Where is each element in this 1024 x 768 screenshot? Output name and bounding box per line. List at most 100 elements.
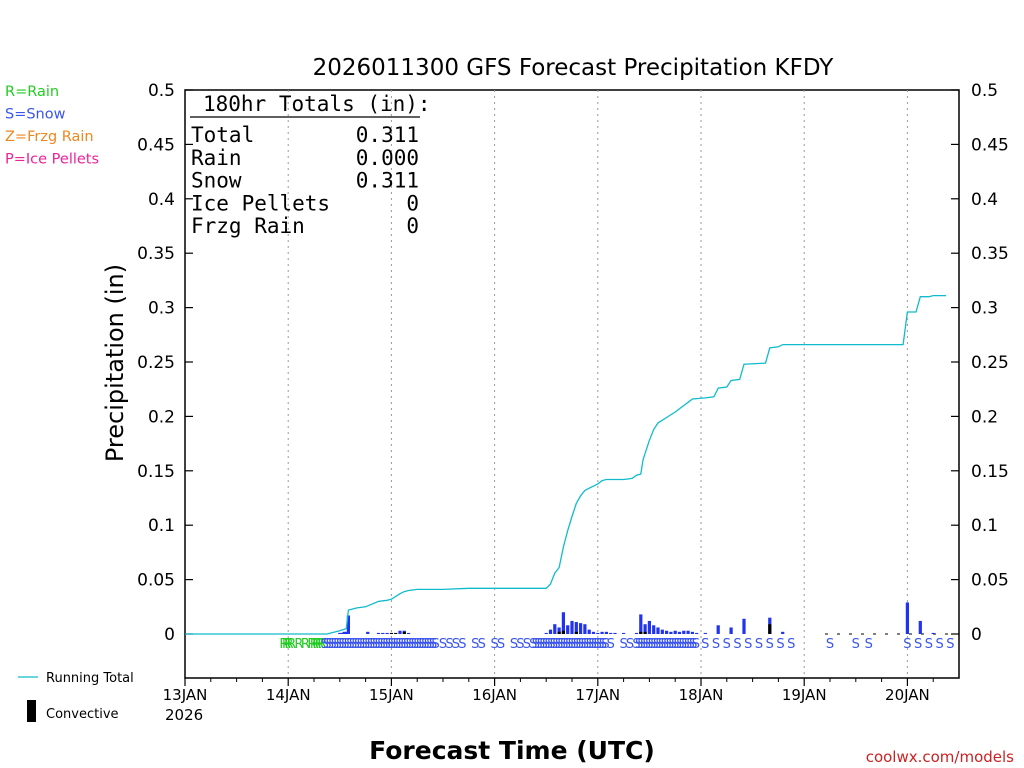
y-tick-label-right: 0 (971, 625, 982, 645)
snow-bar (381, 632, 385, 634)
ptype-mark: S (671, 637, 679, 652)
vertical-gridlines (287, 90, 908, 678)
ptype-mark: S (645, 637, 653, 652)
x-tick-label: 16JAN (472, 686, 517, 704)
snow-bar (385, 632, 389, 634)
snow-bar (406, 632, 411, 634)
ptype-mark: S (946, 637, 954, 652)
ptype-mark: S (607, 637, 615, 652)
ptype-mark: S (321, 637, 329, 652)
totals-heading: 180hr Totals (in): (203, 92, 431, 116)
snow-bar (338, 632, 342, 634)
ptype-mark: S (471, 637, 479, 652)
ptype-mark: S (419, 637, 427, 652)
ptype-mark: S (413, 637, 421, 652)
ptype-mark: S (490, 637, 498, 652)
ptype-mark: S (733, 637, 741, 652)
ptype-mark: S (395, 637, 403, 652)
convective-bar (639, 631, 643, 634)
snow-bar (729, 627, 733, 634)
ptype-mark: S (385, 637, 393, 652)
ptype-mark: R (282, 637, 291, 652)
ptype-mark: S (357, 637, 365, 652)
ptype-mark: S (681, 637, 689, 652)
totals-row-label: Ice Pellets (191, 191, 330, 215)
y-tick-label: 0.5 (148, 81, 175, 101)
x-tick-label: 13JAN (163, 686, 208, 704)
snow-bar (604, 631, 609, 634)
convective-bar (557, 631, 561, 634)
y-tick-label: 0.4 (148, 190, 175, 210)
ptype-mark: S (661, 637, 669, 652)
ptype-mark: S (390, 637, 398, 652)
convective-bar (394, 632, 398, 634)
ptype-mark: S (650, 637, 658, 652)
ptype-mark: S (344, 637, 352, 652)
ptype-mark: S (689, 637, 697, 652)
totals-row-value: 0 (406, 191, 419, 215)
ptype-mark: S (558, 637, 566, 652)
ptype-mark: S (547, 637, 555, 652)
ptype-mark: S (326, 637, 334, 652)
ptype-mark: S (529, 637, 537, 652)
totals-box: 180hr Totals (in): Total 0.311 Rain 0.000 Sno… (190, 92, 431, 238)
ptype-mark: S (516, 637, 524, 652)
ptype-mark: S (429, 637, 437, 652)
snow-bar (682, 630, 686, 634)
snow-bar (366, 631, 370, 634)
totals-row-label: Rain (191, 146, 242, 170)
y-tick-label-right: 0.15 (971, 462, 1009, 482)
y-tick-label-right: 0.5 (971, 81, 998, 101)
y-axis-right: 0 0.05 0.1 0.15 0.2 0.25 0.3 0.35 0.4 0.45 0.5 (951, 81, 1009, 645)
ptype-mark: S (380, 637, 388, 652)
y-tick-label-right: 0.25 (971, 353, 1009, 373)
ptype-mark: S (925, 637, 933, 652)
y-tick-label: 0.1 (148, 516, 175, 536)
y-tick-label-right: 0.3 (971, 299, 998, 319)
ptype-mark: S (416, 637, 424, 652)
ptype-mark: S (523, 637, 531, 652)
snow-bar (656, 627, 660, 634)
ptype-mark: S (766, 637, 774, 652)
ptype-mark: S (723, 637, 731, 652)
snow-bar (669, 631, 673, 634)
ptype-mark: S (936, 637, 944, 652)
ptype-mark: S (679, 637, 687, 652)
snow-bar (376, 632, 381, 634)
ptype-mark: S (570, 637, 578, 652)
ptype-mark: S (599, 637, 607, 652)
snow-bar (342, 631, 346, 634)
ptype-mark: S (586, 637, 594, 652)
x-tick-label: 20JAN (885, 686, 930, 704)
ptype-mark: S (331, 637, 339, 652)
ptype-mark: S (594, 637, 602, 652)
year-label: 2026 (165, 706, 203, 724)
ptype-mark: S (458, 637, 466, 652)
ptype-mark: S (581, 637, 589, 652)
ptype-mark: S (408, 637, 416, 652)
ptype-mark: S (352, 637, 360, 652)
ptype-mark: S (497, 637, 505, 652)
ptype-mark: S (635, 637, 643, 652)
convective-bar (768, 624, 772, 634)
x-tick-label: 19JAN (782, 686, 827, 704)
convective-bar (574, 631, 578, 634)
running-total-line (185, 294, 947, 635)
snow-bar (613, 632, 617, 634)
totals-row-value: 0.000 (356, 146, 419, 170)
ptype-mark: R (294, 637, 303, 652)
running-total-legend-label: Running Total (46, 671, 134, 686)
ptype-mark: S (826, 637, 834, 652)
y-tick-label-right: 0.35 (971, 244, 1009, 264)
snow-bar (544, 632, 548, 634)
snow-bar (690, 631, 695, 634)
x-tick-label: 14JAN (266, 686, 311, 704)
ptype-mark: S (865, 637, 873, 652)
ptype-mark: R (287, 637, 296, 652)
ptype-mark: S (393, 637, 401, 652)
ptype-mark: S (542, 637, 550, 652)
watermark: coolwx.com/models (866, 748, 1014, 766)
ptype-mark: S (349, 637, 357, 652)
convective-legend-swatch (27, 700, 36, 722)
